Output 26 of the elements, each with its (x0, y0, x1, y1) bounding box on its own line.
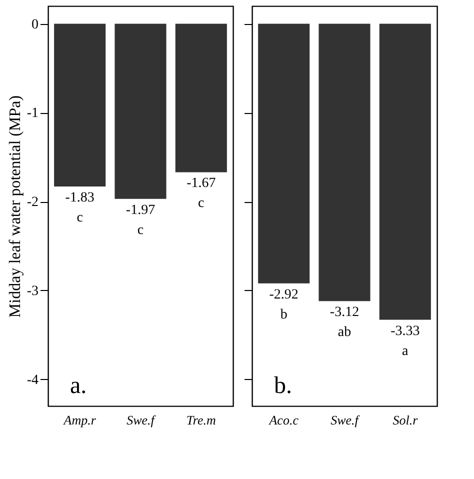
x-tick-label: Amp.r (62, 412, 97, 428)
x-tick-label: Tre.m (186, 412, 216, 428)
data-label: -3.33 (390, 324, 420, 339)
data-label: -1.67 (186, 176, 216, 192)
annotation: ab (338, 325, 352, 340)
annotation: b. (274, 373, 292, 399)
x-tick-label: Aco.c (268, 412, 299, 428)
y-tick-label: -3 (26, 284, 38, 299)
y-tick-label: 0 (32, 17, 38, 32)
y-tick-label: -1 (26, 106, 38, 122)
annotation: c (76, 210, 83, 226)
annotation: c (137, 222, 144, 238)
x-tick-label: Swe.f (126, 412, 157, 428)
data-label: -1.97 (126, 202, 156, 218)
annotation: b (280, 307, 288, 322)
x-tick-label: Swe.f (330, 412, 361, 428)
y-axis-title: Midday leaf water potential (MPa) (6, 95, 24, 318)
x-tick-label: Sol.r (392, 412, 419, 428)
annotation: c (198, 196, 204, 212)
data-label: -3.12 (330, 305, 360, 320)
data-label: -1.83 (65, 190, 94, 206)
annotation: a. (70, 373, 87, 399)
annotation: a (402, 344, 410, 359)
y-tick-label: -2 (26, 195, 38, 210)
data-label: -2.92 (269, 287, 298, 302)
y-tick-label: -4 (26, 372, 38, 388)
